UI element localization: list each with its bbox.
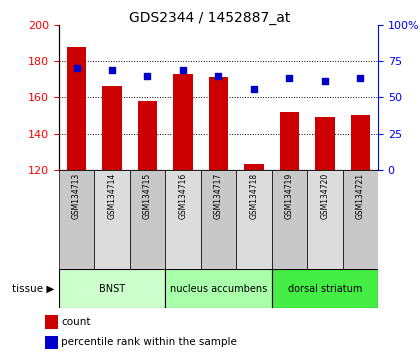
- Bar: [236, 170, 272, 269]
- Bar: [201, 170, 236, 269]
- Point: [357, 76, 364, 81]
- Bar: [45, 336, 58, 349]
- Bar: [272, 170, 307, 269]
- Point: [144, 73, 151, 78]
- Text: percentile rank within the sample: percentile rank within the sample: [61, 337, 237, 348]
- Text: GSM134721: GSM134721: [356, 173, 365, 219]
- Bar: [209, 78, 228, 170]
- Bar: [343, 170, 378, 269]
- Text: GSM134716: GSM134716: [178, 173, 187, 219]
- Bar: [280, 112, 299, 170]
- Point: [250, 86, 257, 91]
- Bar: [67, 46, 86, 170]
- Bar: [59, 269, 165, 308]
- Bar: [351, 115, 370, 170]
- Bar: [173, 74, 193, 170]
- Bar: [272, 269, 378, 308]
- Text: BNST: BNST: [99, 284, 125, 293]
- Text: GSM134718: GSM134718: [249, 173, 258, 219]
- Point: [180, 67, 186, 73]
- Bar: [165, 170, 201, 269]
- Bar: [59, 170, 94, 269]
- Text: count: count: [61, 317, 91, 327]
- Point: [215, 73, 222, 78]
- Text: nucleus accumbens: nucleus accumbens: [170, 284, 267, 293]
- Bar: [102, 86, 122, 170]
- Bar: [138, 101, 157, 170]
- Bar: [244, 165, 264, 170]
- Text: tissue ▶: tissue ▶: [12, 284, 55, 293]
- Point: [109, 67, 116, 73]
- Text: GSM134714: GSM134714: [108, 173, 116, 219]
- Bar: [165, 269, 272, 308]
- Bar: [307, 170, 343, 269]
- Point: [286, 76, 293, 81]
- Text: GSM134719: GSM134719: [285, 173, 294, 219]
- Text: GSM134713: GSM134713: [72, 173, 81, 219]
- Bar: [94, 170, 130, 269]
- Text: GDS2344 / 1452887_at: GDS2344 / 1452887_at: [129, 11, 291, 25]
- Text: GSM134715: GSM134715: [143, 173, 152, 219]
- Bar: [315, 117, 335, 170]
- Bar: [130, 170, 165, 269]
- Point: [73, 65, 80, 71]
- Bar: [45, 315, 58, 329]
- Text: GSM134720: GSM134720: [320, 173, 329, 219]
- Point: [321, 79, 328, 84]
- Text: GSM134717: GSM134717: [214, 173, 223, 219]
- Text: dorsal striatum: dorsal striatum: [288, 284, 362, 293]
